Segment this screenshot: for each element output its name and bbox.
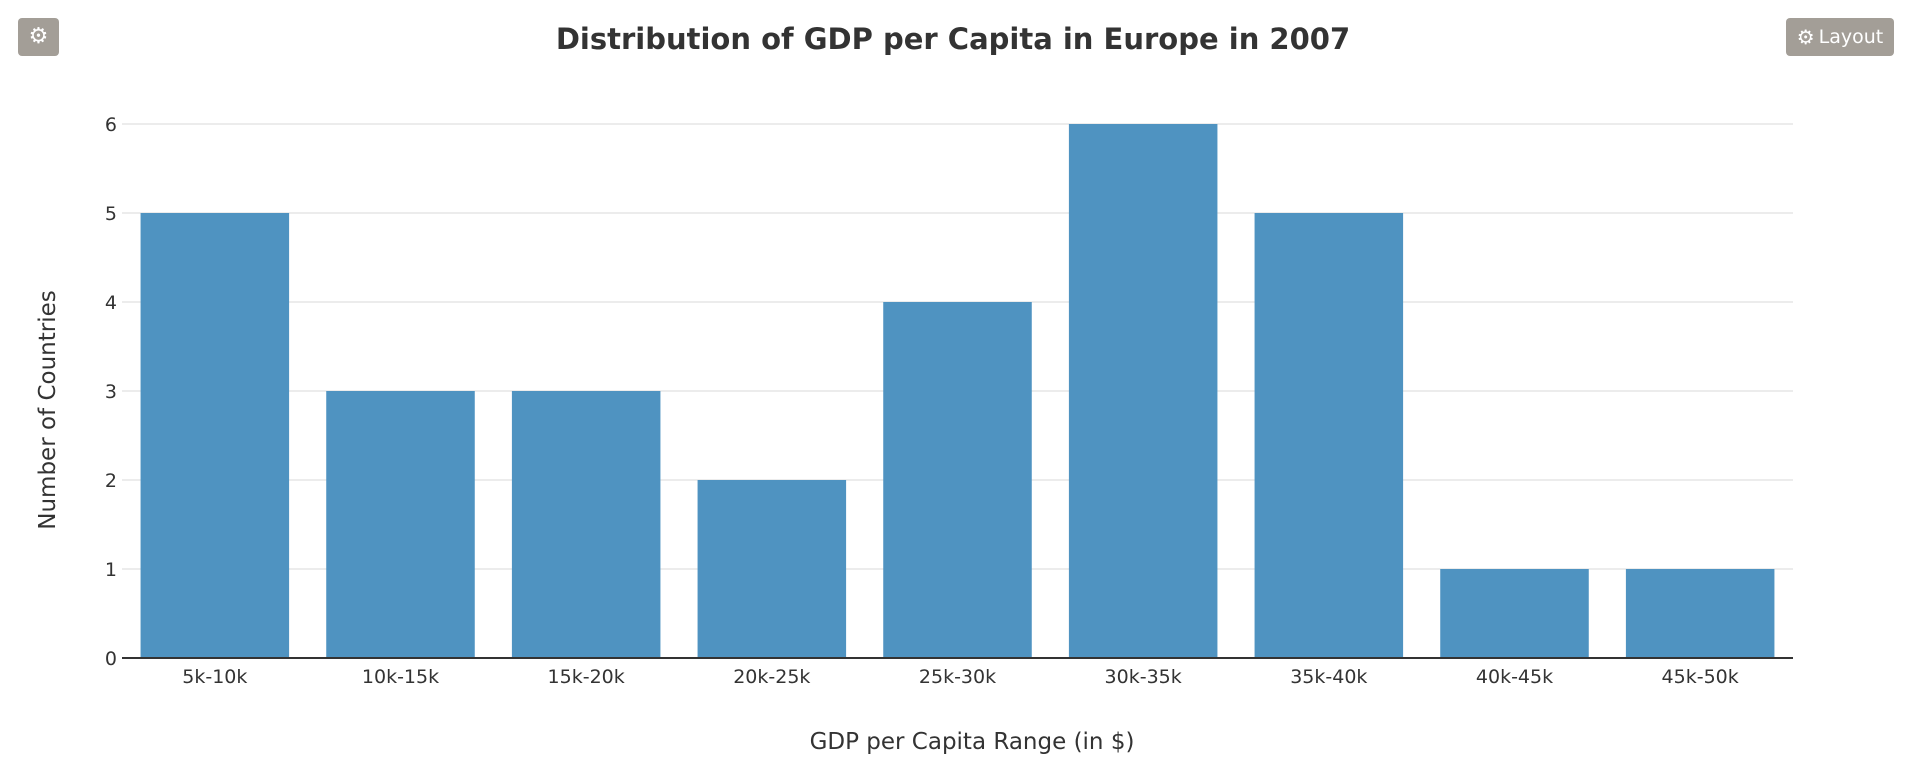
x-tick-label: 45k-50k (1662, 666, 1739, 688)
bar[interactable] (326, 391, 475, 658)
x-axis-title: GDP per Capita Range (in $) (810, 729, 1135, 755)
y-tick-label: 2 (105, 470, 117, 492)
bar[interactable] (883, 302, 1032, 658)
bar[interactable] (1068, 124, 1218, 658)
gear-icon: ⚙ (28, 24, 49, 49)
x-tick-label: 30k-35k (1105, 666, 1182, 688)
y-tick-label: 0 (105, 648, 117, 670)
x-tick-label: 40k-45k (1476, 666, 1553, 688)
bar[interactable] (511, 391, 661, 658)
x-tick-label: 20k-25k (733, 666, 810, 688)
chart-title: Distribution of GDP per Capita in Europe… (556, 22, 1350, 56)
x-tick-label: 25k-30k (919, 666, 996, 688)
y-tick-label: 6 (105, 114, 117, 136)
bar[interactable] (1254, 213, 1404, 658)
y-tick-labels: 0 1 2 3 4 5 6 (105, 114, 117, 670)
layout-button-label: Layout (1818, 26, 1884, 48)
bar[interactable] (1440, 569, 1589, 658)
settings-button[interactable]: ⚙ (18, 18, 59, 56)
bar[interactable] (140, 213, 290, 658)
bar[interactable] (697, 480, 847, 658)
y-tick-label: 3 (105, 381, 117, 403)
x-tick-label: 35k-40k (1290, 666, 1367, 688)
y-tick-label: 5 (105, 203, 117, 225)
gear-icon: ⚙ (1796, 25, 1815, 49)
x-tick-label: 10k-15k (362, 666, 439, 688)
y-tick-label: 4 (105, 292, 117, 314)
y-axis-title: Number of Countries (35, 290, 61, 529)
x-tick-label: 15k-20k (548, 666, 625, 688)
bars (140, 124, 1775, 658)
x-tick-labels: 5k-10k 10k-15k 15k-20k 20k-25k 25k-30k 30k-35… (182, 666, 1739, 688)
x-tick-label: 5k-10k (182, 666, 247, 688)
layout-button[interactable]: ⚙ Layout (1786, 18, 1894, 56)
bar[interactable] (1625, 569, 1775, 658)
y-tick-label: 1 (105, 559, 117, 581)
